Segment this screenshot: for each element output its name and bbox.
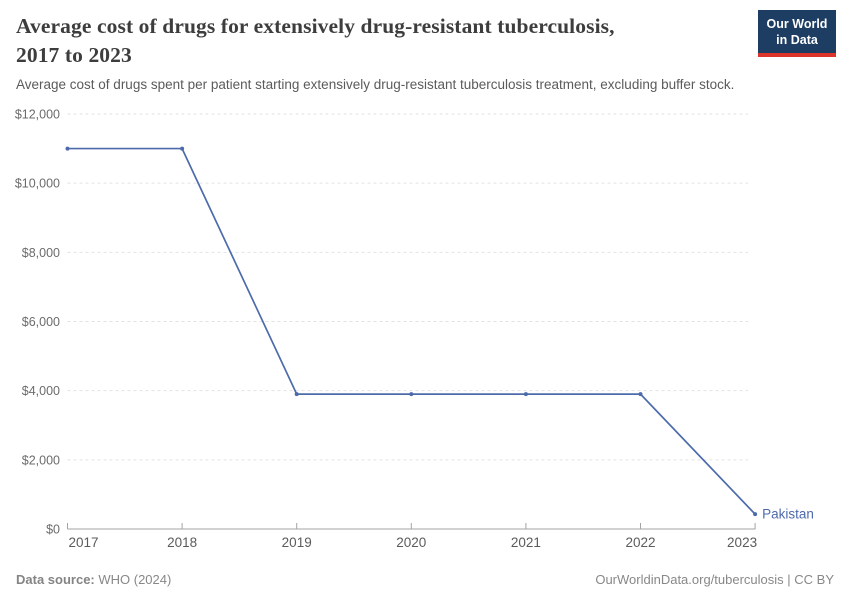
x-tick-label: 2018 xyxy=(167,535,197,550)
chart-subtitle: Average cost of drugs spent per patient … xyxy=(16,77,735,92)
series-line[interactable] xyxy=(67,147,756,515)
x-tick-label: 2021 xyxy=(511,535,541,550)
x-tick-label: 2023 xyxy=(727,535,757,550)
line-chart-svg: $0 $2,000 $4,000 $6,000 $8,000 $10,000 $12,000… xyxy=(15,108,814,551)
data-point[interactable] xyxy=(523,392,528,397)
chart-title-line1: Average cost of drugs for extensively dr… xyxy=(16,14,615,38)
x-tick-label: 2017 xyxy=(69,535,99,550)
plot-area: $0 $2,000 $4,000 $6,000 $8,000 $10,000 $12,000… xyxy=(0,95,850,570)
owid-logo-line2: in Data xyxy=(776,33,818,47)
data-point[interactable] xyxy=(180,146,185,151)
attribution-link[interactable]: OurWorldinData.org/tuberculosis | CC BY xyxy=(595,572,834,587)
data-source-label: Data source: xyxy=(16,572,95,587)
chart-footer: Data source: WHO (2024) OurWorldinData.o… xyxy=(16,572,834,587)
y-tick-label: $10,000 xyxy=(15,177,60,191)
data-source-note: Data source: WHO (2024) xyxy=(16,572,171,587)
chart-title-line2: 2017 to 2023 xyxy=(16,43,132,67)
x-tick-label: 2019 xyxy=(282,535,312,550)
data-point[interactable] xyxy=(409,392,414,397)
data-point[interactable] xyxy=(638,392,643,397)
chart-title: Average cost of drugs for extensively dr… xyxy=(16,12,740,70)
data-source-value: WHO (2024) xyxy=(94,572,172,587)
owid-logo[interactable]: Our World in Data xyxy=(758,10,836,57)
y-tick-label: $4,000 xyxy=(22,384,60,398)
y-tick-label: $2,000 xyxy=(22,453,60,467)
x-tick-label: 2020 xyxy=(396,535,426,550)
data-point[interactable] xyxy=(753,512,758,517)
owid-logo-line1: Our World xyxy=(766,17,828,31)
y-tick-label: $6,000 xyxy=(22,315,60,329)
entity-label[interactable]: Pakistan xyxy=(762,507,814,522)
y-tick-label: $8,000 xyxy=(22,246,60,260)
data-point[interactable] xyxy=(65,146,70,151)
y-tick-label: $12,000 xyxy=(15,108,60,122)
x-tick-label: 2022 xyxy=(625,535,655,550)
data-point[interactable] xyxy=(294,392,299,397)
y-tick-label: $0 xyxy=(46,523,60,537)
chart-header: Average cost of drugs for extensively dr… xyxy=(16,12,740,92)
